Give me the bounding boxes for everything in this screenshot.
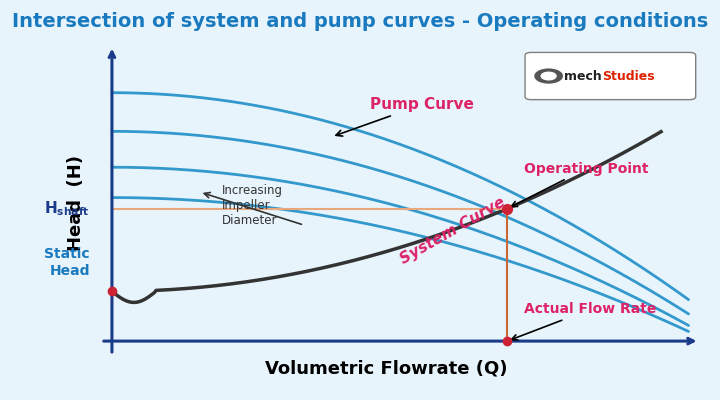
Text: Intersection of system and pump curves - Operating conditions: Intersection of system and pump curves -… (12, 12, 708, 31)
Text: Operating Point: Operating Point (511, 162, 648, 206)
Text: Actual Flow Rate: Actual Flow Rate (512, 302, 656, 340)
Text: Volumetric Flowrate (Q): Volumetric Flowrate (Q) (265, 359, 508, 377)
FancyBboxPatch shape (525, 52, 696, 100)
Text: System Curve: System Curve (397, 194, 508, 267)
Text: Studies: Studies (602, 70, 654, 82)
Text: mech: mech (564, 70, 601, 82)
Text: Pump Curve: Pump Curve (336, 97, 474, 136)
Text: H$_{\mathregular{shaft}}$: H$_{\mathregular{shaft}}$ (45, 199, 90, 218)
Circle shape (535, 69, 562, 83)
Text: Increasing
Impeller
Diameter: Increasing Impeller Diameter (222, 184, 283, 227)
Circle shape (541, 72, 556, 80)
Text: Static
Head: Static Head (45, 248, 90, 278)
Text: Head  (H): Head (H) (67, 155, 85, 251)
